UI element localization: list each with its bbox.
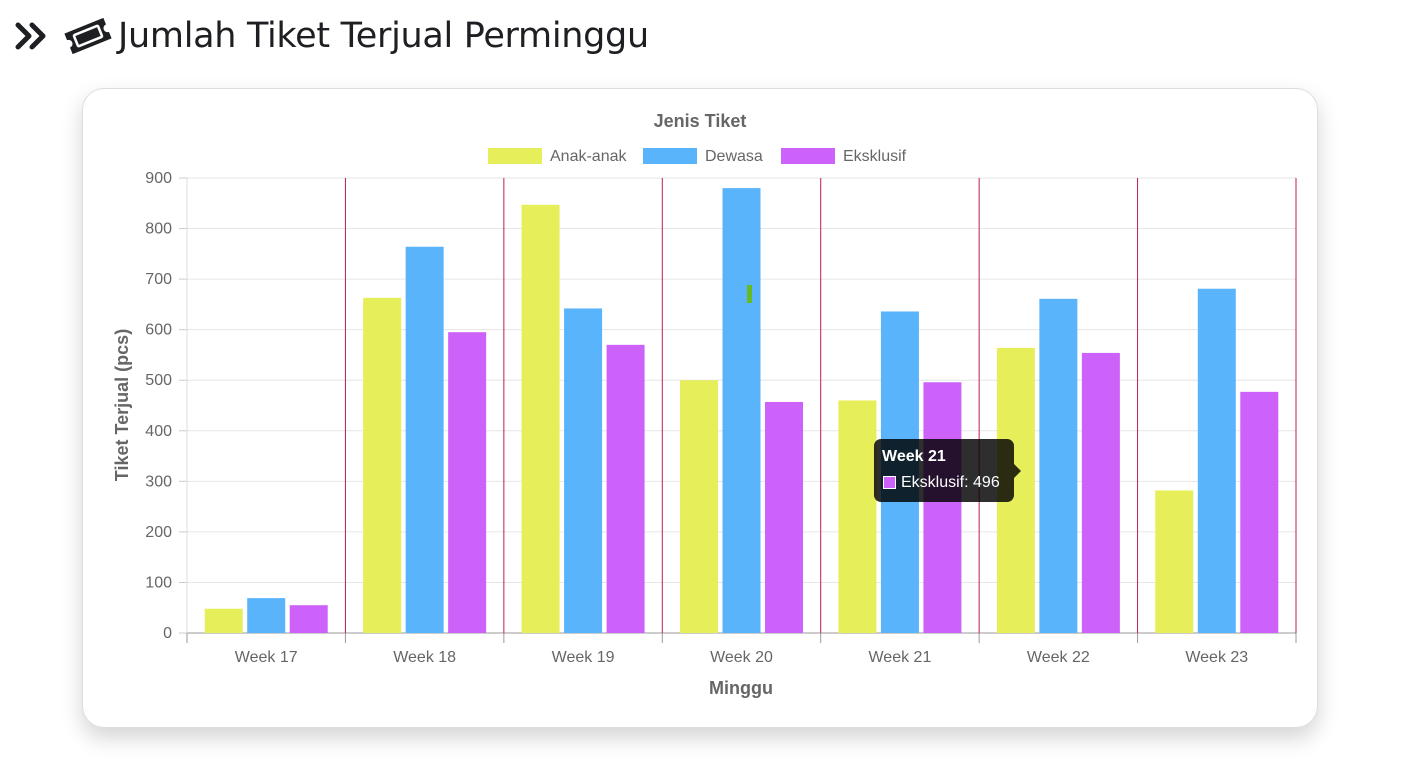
- chart-tooltip: Week 21 Eksklusif: 496: [874, 439, 1021, 502]
- legend-label-1: Anak-anak: [550, 148, 627, 165]
- bar-week-18-dewasa[interactable]: [405, 246, 444, 633]
- bar-week-19-dewasa[interactable]: [564, 308, 603, 633]
- bar-week-22-eksklusif[interactable]: [1081, 352, 1120, 633]
- bar-week-21-eksklusif[interactable]: [923, 382, 962, 633]
- legend-label-2: Dewasa: [705, 148, 763, 165]
- y-tick-label: 400: [145, 423, 172, 440]
- y-tick-label: 100: [145, 574, 172, 591]
- bar-week-17-dewasa[interactable]: [247, 598, 286, 633]
- hover-marker: [747, 285, 752, 303]
- bar-week-19-eksklusif[interactable]: [606, 344, 645, 633]
- y-tick-label: 600: [145, 322, 172, 339]
- tooltip-title: Week 21: [882, 448, 946, 465]
- x-tick-label: Week 23: [1185, 649, 1248, 666]
- bar-week-22-dewasa[interactable]: [1039, 298, 1078, 633]
- y-tick-label: 800: [145, 221, 172, 238]
- tooltip-label: Eksklusif: 496: [901, 474, 1000, 491]
- x-tick-label: Week 21: [868, 649, 931, 666]
- x-tick-label: Week 19: [552, 649, 615, 666]
- y-tick-label: 900: [145, 170, 172, 187]
- bar-week-20-anak-anak[interactable]: [680, 380, 718, 633]
- x-tick-label: Week 18: [393, 649, 456, 666]
- legend-swatch-2[interactable]: [643, 148, 697, 164]
- bar-week-23-eksklusif[interactable]: [1240, 391, 1279, 633]
- y-axis-title: Tiket Terjual (pcs): [112, 329, 132, 481]
- legend-title: Jenis Tiket: [654, 111, 747, 131]
- bar-week-23-dewasa[interactable]: [1197, 288, 1236, 633]
- x-tick-label: Week 20: [710, 649, 773, 666]
- bar-week-18-anak-anak[interactable]: [363, 297, 402, 633]
- y-tick-label: 700: [145, 271, 172, 288]
- y-tick-label: 0: [163, 625, 172, 642]
- bar-week-17-eksklusif[interactable]: [289, 605, 328, 633]
- page-title: Jumlah Tiket Terjual Perminggu: [118, 16, 649, 56]
- bar-week-20-dewasa[interactable]: [722, 188, 761, 633]
- page-header: Jumlah Tiket Terjual Perminggu: [14, 10, 649, 62]
- x-axis-title: Minggu: [709, 678, 773, 698]
- x-tick-label: Week 17: [235, 649, 298, 666]
- y-tick-label: 200: [145, 524, 172, 541]
- bar-chart: Jenis Tiket Anak-anak Dewasa Eksklusif 0 100 2…: [112, 111, 1297, 698]
- legend-label-3: Eksklusif: [843, 148, 907, 165]
- y-tick-label: 300: [145, 473, 172, 490]
- double-chevron-right-icon: [15, 22, 46, 50]
- bar-week-21-anak-anak[interactable]: [838, 400, 877, 633]
- legend-swatch-1[interactable]: [488, 148, 542, 164]
- tooltip-color-swatch: [883, 476, 896, 489]
- legend-swatch-3[interactable]: [781, 148, 835, 164]
- bar-week-20-eksklusif[interactable]: [765, 401, 803, 633]
- y-tick-label: 500: [145, 372, 172, 389]
- bar-week-17-anak-anak[interactable]: [204, 608, 243, 633]
- chart-card: Jenis Tiket Anak-anak Dewasa Eksklusif 0 100 2…: [82, 88, 1318, 728]
- ticket-icon: [64, 17, 112, 55]
- bar-week-19-anak-anak[interactable]: [521, 204, 560, 633]
- x-tick-label: Week 22: [1027, 649, 1090, 666]
- bar-week-23-anak-anak[interactable]: [1155, 490, 1194, 633]
- bar-week-18-eksklusif[interactable]: [448, 332, 487, 633]
